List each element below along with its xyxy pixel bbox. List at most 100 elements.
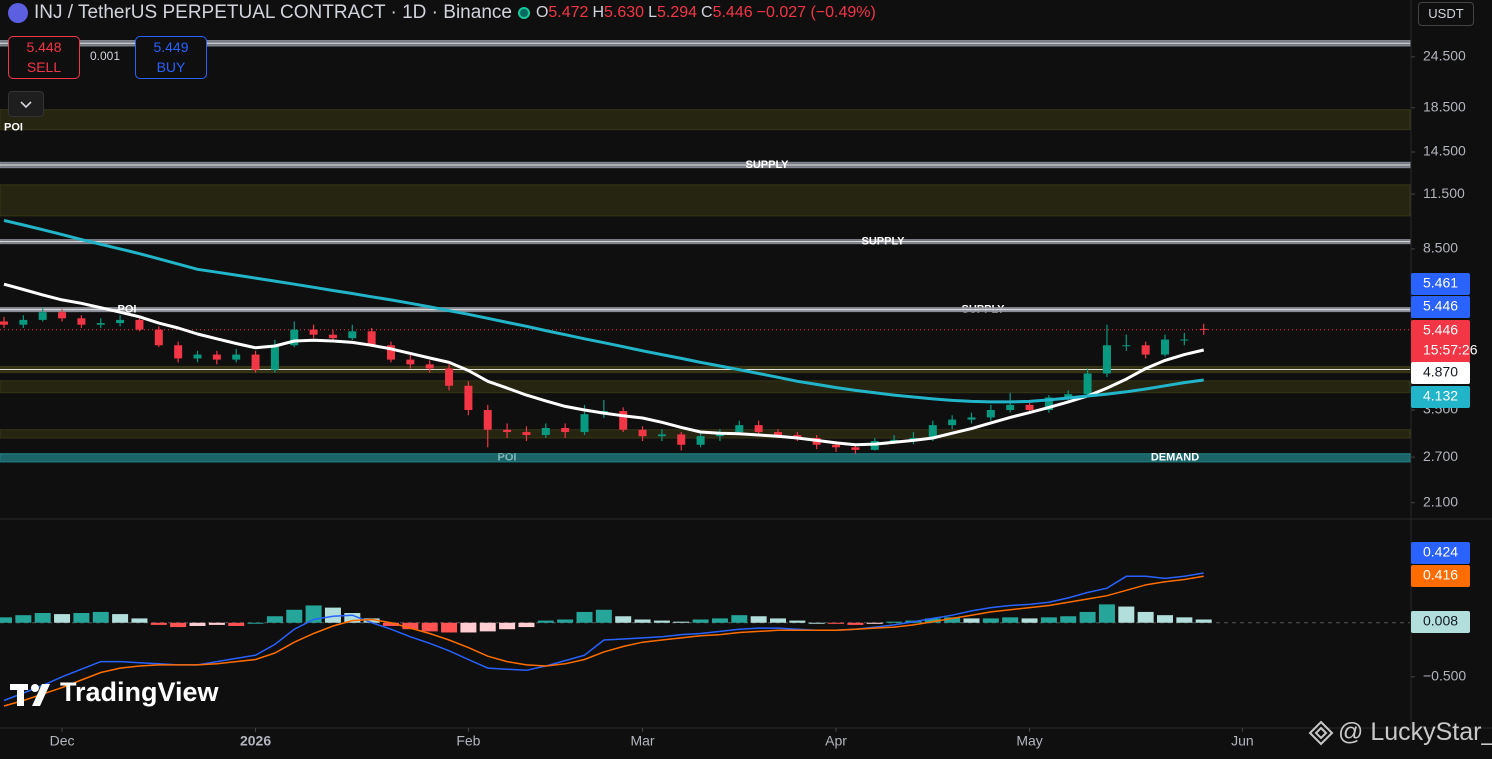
macd-histogram-bar [441,622,458,633]
candle-body [986,410,995,418]
candle-body [367,331,376,346]
price-tag [1411,386,1470,408]
macd-histogram-bar [363,618,380,623]
macd-tag [1411,565,1470,587]
macd-histogram-bar [1021,618,1038,623]
macd-histogram-bar [595,609,612,623]
sell-button[interactable]: 5.448 SELL [8,36,80,79]
x-tick-label: May [1016,733,1042,749]
candle-body [1006,404,1015,411]
candle-body [638,429,647,437]
watermark-icon [1308,720,1334,746]
macd-histogram-bar [982,618,999,623]
macd-histogram-bar [518,622,535,628]
y-tick-label: 18.500 [1423,98,1466,114]
macd-histogram-bar [634,619,651,623]
macd-histogram-bar [750,616,767,623]
candle-body [1044,397,1053,411]
buy-label: BUY [156,59,186,75]
candle-body [193,354,202,359]
candle-body [174,345,183,359]
ohlc-values: O5.472 H5.630 L5.294 C5.446 −0.027 (−0.49%) [536,4,880,22]
buy-button[interactable]: 5.449 BUY [135,36,207,79]
market-status [517,7,530,19]
macd-histogram-bar [170,622,187,628]
macd-histogram-bar [1118,606,1135,623]
y2-tick-label: −0.500 [1423,667,1466,683]
symbol-icon [8,3,28,23]
macd-histogram-bar [228,622,245,626]
zone-label: POI [4,122,23,134]
candle-body [1064,394,1073,398]
macd-histogram-bar [0,617,12,623]
candle-body [1180,339,1189,341]
macd-histogram-bar [15,615,32,623]
macd-histogram-bar [557,619,574,623]
x-tick-label: Feb [456,733,480,749]
macd-histogram-bar [576,611,593,623]
macd-histogram-bar [886,621,903,623]
candle-body [328,334,337,339]
price-tag-label: 5.461 [1423,275,1458,291]
macd-tag [1411,611,1470,633]
zone-label: SUPPLY [745,159,789,171]
macd-histogram-bar [73,613,90,623]
y-tick-label: 14.500 [1423,143,1466,159]
zone-label: DEMAND [1151,452,1199,464]
macd-histogram-bar [673,621,690,623]
y-tick-label: 11.500 [1423,185,1465,201]
candle-body [58,312,67,319]
zone [0,453,1411,463]
macd-histogram-bar [866,622,883,624]
macd-histogram-bar [615,616,632,623]
macd-histogram-bar [150,622,167,625]
price-tag [1411,296,1470,318]
ohlc-value: 5.294 [656,4,698,21]
watermark: @ LuckyStar_ [1338,718,1492,746]
macd-histogram-bar [653,620,670,623]
macd-histogram-bar [1079,611,1096,623]
sell-price: 5.448 [26,39,62,55]
moving-average [3,218,1204,404]
macd-histogram-bar [963,618,980,623]
candle-body [348,331,357,339]
currency-button[interactable]: USDT [1418,2,1474,26]
macd-histogram-bar [460,622,477,633]
macd-histogram-bar [692,619,709,623]
candle-body [1122,345,1131,347]
candle-body [832,444,841,448]
macd-histogram-bar [828,622,845,624]
macd-histogram-bar [421,622,438,632]
zone [0,109,1411,131]
macd-tag [1411,542,1470,564]
candle-body [309,329,318,335]
macd-histogram-bar [499,622,516,630]
y-tick-label: 2.100 [1423,493,1458,509]
countdown: 15:57:26 [1423,342,1478,358]
macd-histogram-bar [808,622,825,624]
price-tag [1411,362,1470,384]
candle-body [154,329,163,346]
macd-line [3,575,1204,707]
ohlc-value: 5.472 [548,4,589,21]
candle-body [232,354,241,360]
macd-histogram-bar [537,620,554,623]
candle-body [735,425,744,433]
candle-body [290,329,299,346]
candle-body [0,321,8,325]
candle-body [387,345,395,360]
macd-histogram-bar [324,607,341,623]
candle-body [251,354,260,370]
candle-body [851,447,860,450]
candle-body [677,434,686,445]
collapse-button[interactable] [8,91,44,117]
price-tag-label: 5.446 [1423,322,1458,338]
candle-body [116,319,125,324]
candle-body [1161,339,1169,355]
symbol-title[interactable]: INJ / TetherUS PERPETUAL CONTRACT · 1D ·… [34,2,512,23]
buy-price: 5.449 [153,39,189,55]
candle-body [619,411,628,430]
ohlc-value: 5.446 [712,4,753,21]
